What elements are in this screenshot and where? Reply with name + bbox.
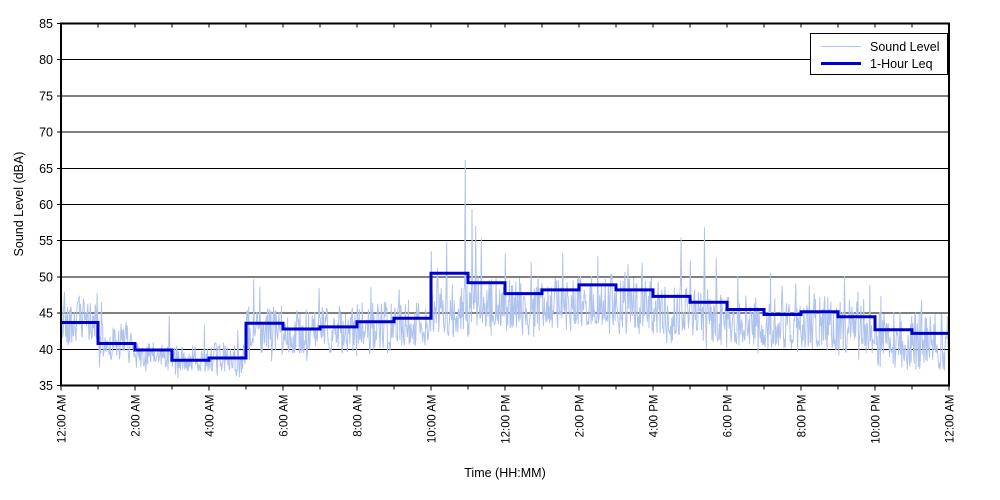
data-series: [60, 159, 950, 379]
y-tick-label: 35: [39, 379, 53, 393]
legend-line-sample-sound-level: [821, 46, 861, 47]
x-tick-label: 10:00 PM: [871, 395, 883, 444]
x-tick-label: 2:00 PM: [575, 395, 587, 438]
legend-label-sound-level: Sound Level: [870, 39, 940, 54]
y-tick-label: 45: [39, 307, 53, 321]
y-tick-label: 40: [39, 343, 53, 357]
x-tick-label: 8:00 AM: [353, 395, 365, 437]
y-tick-label: 80: [39, 53, 53, 67]
x-tick-label: 2:00 AM: [131, 395, 143, 437]
leq-step-line: [61, 271, 949, 362]
legend-line-sample-1-hour-leq: [821, 62, 861, 65]
tick-labels: 35 40 45 50 55 60 65 70 75 80 85 12:00 AM 2:00 AM 4:0…: [39, 17, 956, 444]
y-axis-title: Sound Level (dBA): [12, 151, 26, 257]
legend-entry-sound-level: Sound Level: [821, 38, 947, 55]
x-tick-label: 12:00 AM: [57, 395, 69, 444]
axes-frame: [57, 22, 950, 391]
y-tick-label: 65: [39, 162, 53, 176]
y-tick-label: 55: [39, 234, 53, 248]
legend-entry-1-hour-leq: 1-Hour Leq: [821, 55, 947, 72]
x-tick-label: 10:00 AM: [427, 395, 439, 444]
x-axis-title: Time (HH:MM): [464, 466, 546, 480]
x-tick-label: 4:00 AM: [205, 395, 217, 437]
y-tick-label: 75: [39, 89, 53, 103]
x-tick-label: 6:00 PM: [723, 395, 735, 438]
x-tick-label: 12:00 AM: [945, 395, 957, 444]
legend-label-1-hour-leq: 1-Hour Leq: [870, 56, 933, 71]
x-tick-label: 4:00 PM: [649, 395, 661, 438]
x-tick-label: 8:00 PM: [797, 395, 809, 438]
legend: Sound Level 1-Hour Leq: [810, 33, 948, 75]
x-tick-label: 6:00 AM: [279, 395, 291, 437]
y-tick-label: 70: [39, 126, 53, 140]
y-tick-label: 60: [39, 198, 53, 212]
sound-level-trace: [60, 159, 950, 379]
y-tick-label: 50: [39, 270, 53, 284]
y-tick-label: 85: [39, 17, 53, 31]
x-tick-label: 12:00 PM: [501, 395, 513, 444]
gridlines: [61, 59, 949, 350]
